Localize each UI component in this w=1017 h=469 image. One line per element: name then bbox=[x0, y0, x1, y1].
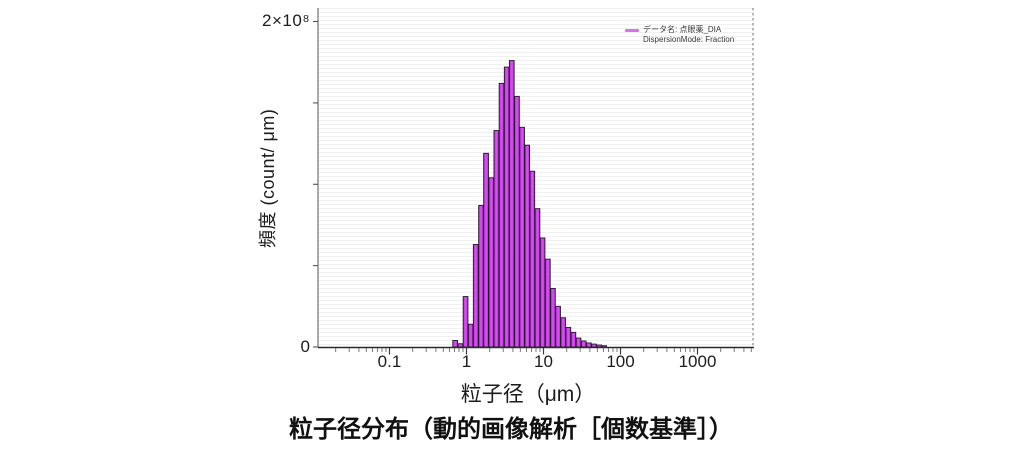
x-tick-label: 100 bbox=[606, 352, 635, 371]
x-tick-label: 1000 bbox=[678, 352, 717, 371]
histogram-bar bbox=[457, 343, 464, 348]
histogram-bar bbox=[555, 305, 561, 348]
legend-series-swatch bbox=[625, 29, 639, 32]
x-tick-label: 0.1 bbox=[377, 352, 402, 371]
histogram-bars bbox=[452, 60, 608, 348]
histogram-bar bbox=[575, 337, 582, 348]
x-tick-label: 1 bbox=[461, 352, 472, 371]
histogram-bar bbox=[467, 323, 474, 348]
legend-series-name: データ名: 点眼薬_DIA bbox=[643, 25, 722, 34]
histogram-bar bbox=[488, 177, 495, 348]
histogram-bar bbox=[452, 340, 458, 348]
histogram-bar bbox=[596, 344, 602, 348]
histogram-bar bbox=[483, 152, 489, 348]
histogram-bar bbox=[519, 126, 525, 348]
legend: データ名: 点眼薬_DIA DispersionMode: Fraction bbox=[625, 25, 734, 45]
histogram-bar bbox=[503, 66, 510, 348]
y-axis-zero-label: 0 bbox=[300, 337, 310, 356]
histogram-bar bbox=[585, 342, 592, 348]
histogram-bar bbox=[560, 317, 566, 348]
histogram-bar bbox=[493, 130, 500, 348]
histogram-bar bbox=[544, 258, 551, 348]
figure-caption: 粒子径分布（動的画像解析［個数基準］） bbox=[289, 416, 733, 443]
histogram-bar bbox=[472, 244, 479, 348]
histogram-bar bbox=[508, 60, 515, 348]
y-axis-title: 頻度 (count/ μm) bbox=[258, 108, 278, 248]
histogram-bar bbox=[498, 82, 505, 348]
histogram-bar bbox=[591, 343, 597, 348]
histogram-bar bbox=[534, 208, 541, 348]
histogram-bar bbox=[565, 327, 572, 348]
legend-dispersion-mode: DispersionMode: Fraction bbox=[643, 35, 735, 44]
histogram-bar bbox=[514, 95, 520, 348]
x-axis-title: 粒子径（μm） bbox=[460, 383, 596, 406]
axes-and-ticks bbox=[313, 8, 754, 355]
x-tick-label: 10 bbox=[534, 352, 553, 371]
histogram-bar bbox=[529, 170, 536, 348]
histogram-bar bbox=[539, 237, 546, 348]
y-axis-max-label: 2×10⁸ bbox=[262, 11, 310, 30]
histogram-bar bbox=[478, 204, 484, 348]
histogram-bar bbox=[462, 296, 469, 348]
histogram-bar bbox=[570, 331, 577, 348]
histogram-bar bbox=[580, 340, 587, 348]
histogram-bar bbox=[524, 144, 531, 348]
histogram-bar bbox=[550, 287, 556, 348]
